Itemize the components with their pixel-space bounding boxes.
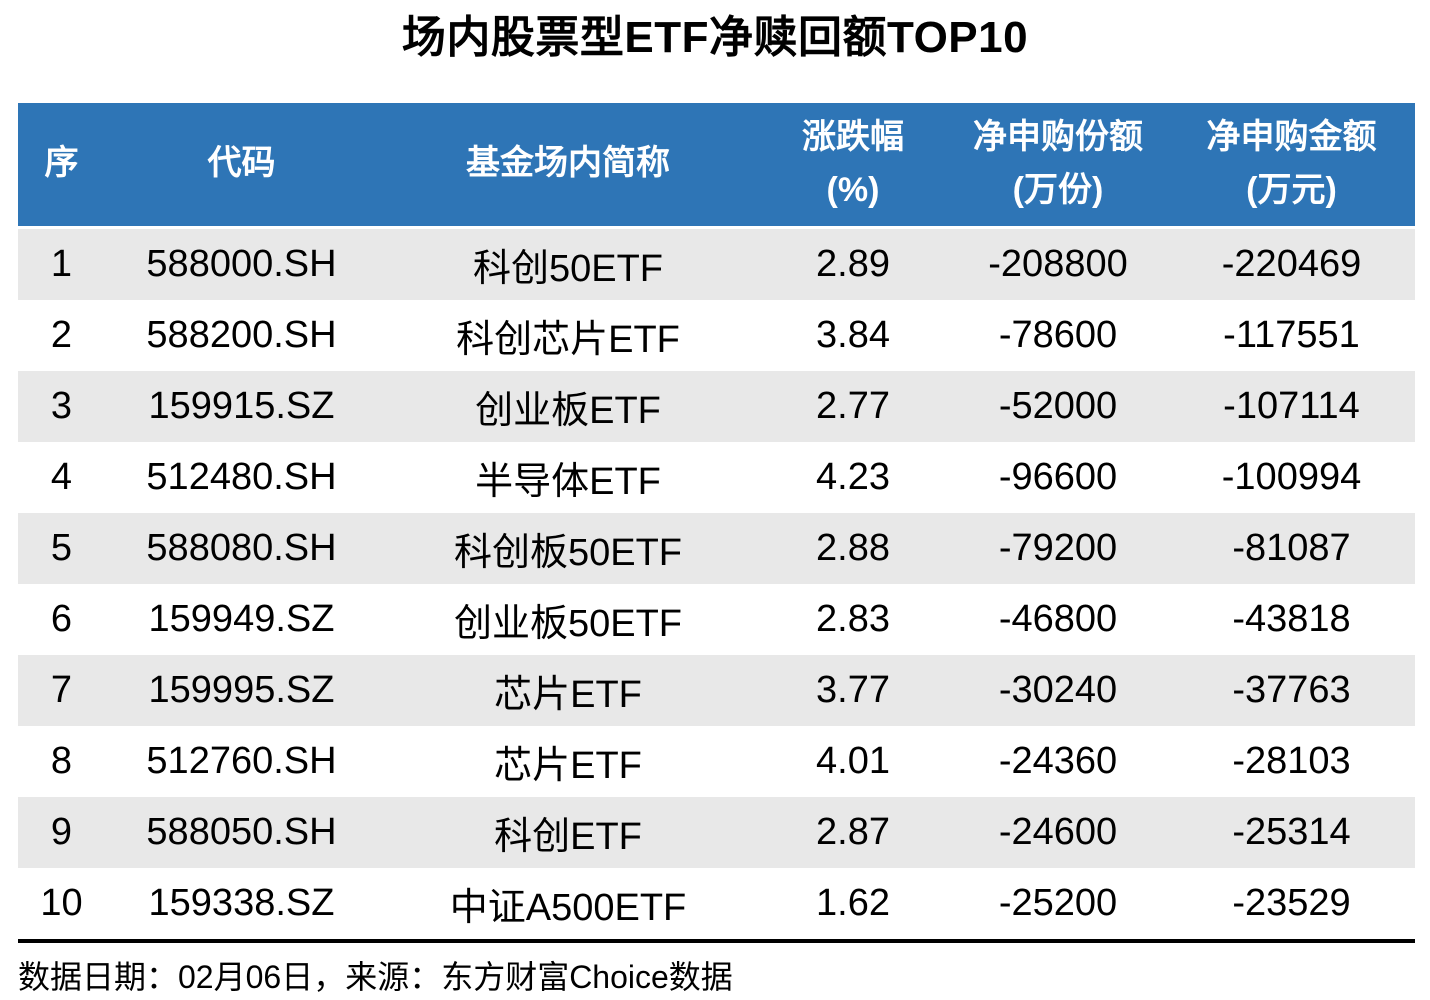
net-amount-cell: -25314 xyxy=(1168,796,1415,868)
fund-name-cell: 半导体ETF xyxy=(475,460,661,503)
change-cell: 3.84 xyxy=(816,313,890,356)
net-shares-cell: -24600 xyxy=(948,796,1168,868)
header-change-label: 涨跌幅 xyxy=(802,117,904,156)
net-amount-cell: -23529 xyxy=(1232,881,1351,924)
code-cell: 588050.SH xyxy=(105,796,378,868)
table-row: 10 159338.SZ 中证A500ETF 1.62 -25200 -2352… xyxy=(18,868,1415,939)
table-body: 1 588000.SH 科创50ETF 2.89 -208800 -220469… xyxy=(18,227,1415,939)
code-cell: 512760.SH xyxy=(146,739,337,782)
rank-cell: 2 xyxy=(50,313,73,356)
footer-note-text: 数据日期：02月06日，来源：东方财富Choice数据 xyxy=(18,958,733,995)
net-amount-cell: -100994 xyxy=(1221,455,1362,498)
fund-name-cell: 科创板50ETF xyxy=(378,512,758,584)
header-net-shares-unit: (万份) xyxy=(1012,171,1104,210)
fund-name-cell: 科创ETF xyxy=(378,796,758,868)
header-net-shares-label: 净申购份额 xyxy=(973,117,1143,156)
code-cell: 512480.SH xyxy=(146,455,337,498)
etf-table: 序 代码 基金场内简称 涨跌幅 (%) 净申购份额 (万份) 净申购金额 xyxy=(18,102,1415,939)
rank-cell: 6 xyxy=(50,597,73,640)
rank-cell: 10 xyxy=(40,881,83,924)
net-shares-cell: -78600 xyxy=(998,313,1118,356)
change-cell: 3.77 xyxy=(758,654,948,726)
fund-name-cell: 创业板ETF xyxy=(378,370,758,442)
header-net-amount-unit: (万元) xyxy=(1246,171,1337,210)
header-rank: 序 xyxy=(18,102,105,229)
header-rank-label: 序 xyxy=(44,144,79,183)
code-cell: 159915.SZ xyxy=(105,370,378,442)
rank-cell: 5 xyxy=(18,512,105,584)
net-shares-cell: -208800 xyxy=(948,227,1168,300)
code-cell: 588080.SH xyxy=(105,512,378,584)
table-row: 4 512480.SH 半导体ETF 4.23 -96600 -100994 xyxy=(18,442,1415,513)
fund-name-cell: 科创芯片ETF xyxy=(456,318,680,361)
change-cell: 2.88 xyxy=(758,512,948,584)
fund-name-cell: 创业板50ETF xyxy=(453,602,683,645)
net-amount-cell: -117551 xyxy=(1223,313,1360,356)
header-code-label: 代码 xyxy=(207,144,276,183)
header-code: 代码 xyxy=(105,102,378,229)
code-cell: 159995.SZ xyxy=(105,654,378,726)
net-shares-cell: -52000 xyxy=(948,370,1168,442)
header-net-amount: 净申购金额 (万元) xyxy=(1168,102,1415,229)
net-shares-cell: -24360 xyxy=(998,739,1118,782)
table-row: 6 159949.SZ 创业板50ETF 2.83 -46800 -43818 xyxy=(18,584,1415,655)
net-amount-cell: -220469 xyxy=(1168,227,1415,300)
code-cell: 159949.SZ xyxy=(148,597,335,640)
table-row: 5 588080.SH 科创板50ETF 2.88 -79200 -81087 xyxy=(18,512,1415,584)
table-row: 9 588050.SH 科创ETF 2.87 -24600 -25314 xyxy=(18,796,1415,868)
net-amount-cell: -43818 xyxy=(1232,597,1351,640)
code-cell: 588200.SH xyxy=(146,313,337,356)
rank-cell: 8 xyxy=(50,739,73,782)
code-cell: 588000.SH xyxy=(105,227,378,300)
table-row: 3 159915.SZ 创业板ETF 2.77 -52000 -107114 xyxy=(18,370,1415,442)
rank-cell: 3 xyxy=(18,370,105,442)
net-shares-cell: -25200 xyxy=(998,881,1118,924)
header-fund-name-label: 基金场内简称 xyxy=(466,144,670,183)
header-row: 序 代码 基金场内简称 涨跌幅 (%) 净申购份额 (万份) 净申购金额 xyxy=(18,102,1415,229)
change-cell: 2.77 xyxy=(758,370,948,442)
change-cell: 2.89 xyxy=(758,227,948,300)
table-row: 8 512760.SH 芯片ETF 4.01 -24360 -28103 xyxy=(18,726,1415,797)
fund-name-cell: 中证A500ETF xyxy=(449,886,687,929)
net-amount-cell: -81087 xyxy=(1168,512,1415,584)
change-cell: 2.83 xyxy=(816,597,890,640)
table-header: 序 代码 基金场内简称 涨跌幅 (%) 净申购份额 (万份) 净申购金额 xyxy=(18,102,1415,229)
change-cell: 4.23 xyxy=(816,455,890,498)
header-change-unit: (%) xyxy=(826,171,880,210)
change-cell: 1.62 xyxy=(816,881,890,924)
net-shares-cell: -46800 xyxy=(998,597,1118,640)
header-change: 涨跌幅 (%) xyxy=(758,102,948,229)
header-net-shares: 净申购份额 (万份) xyxy=(948,102,1168,229)
fund-name-cell: 科创50ETF xyxy=(378,227,758,300)
net-shares-cell: -79200 xyxy=(948,512,1168,584)
table-row: 2 588200.SH 科创芯片ETF 3.84 -78600 -117551 xyxy=(18,300,1415,371)
header-net-amount-label: 净申购金额 xyxy=(1206,117,1377,156)
footer-note: 数据日期：02月06日，来源：东方财富Choice数据 xyxy=(18,938,1415,998)
net-amount-cell: -37763 xyxy=(1168,654,1415,726)
page-title: 场内股票型ETF净赎回额TOP10 xyxy=(401,13,1029,62)
rank-cell: 1 xyxy=(18,227,105,300)
rank-cell: 4 xyxy=(50,455,73,498)
table-row: 1 588000.SH 科创50ETF 2.89 -208800 -220469 xyxy=(18,227,1415,300)
code-cell: 159338.SZ xyxy=(148,881,335,924)
fund-name-cell: 芯片ETF xyxy=(494,744,642,787)
header-fund-name: 基金场内简称 xyxy=(378,102,758,229)
net-shares-cell: -96600 xyxy=(998,455,1118,498)
change-cell: 2.87 xyxy=(758,796,948,868)
fund-name-cell: 芯片ETF xyxy=(378,654,758,726)
net-shares-cell: -30240 xyxy=(948,654,1168,726)
net-amount-cell: -28103 xyxy=(1232,739,1351,782)
rank-cell: 9 xyxy=(18,796,105,868)
rank-cell: 7 xyxy=(18,654,105,726)
change-cell: 4.01 xyxy=(816,739,890,782)
table-row: 7 159995.SZ 芯片ETF 3.77 -30240 -37763 xyxy=(18,654,1415,726)
net-amount-cell: -107114 xyxy=(1168,370,1415,442)
